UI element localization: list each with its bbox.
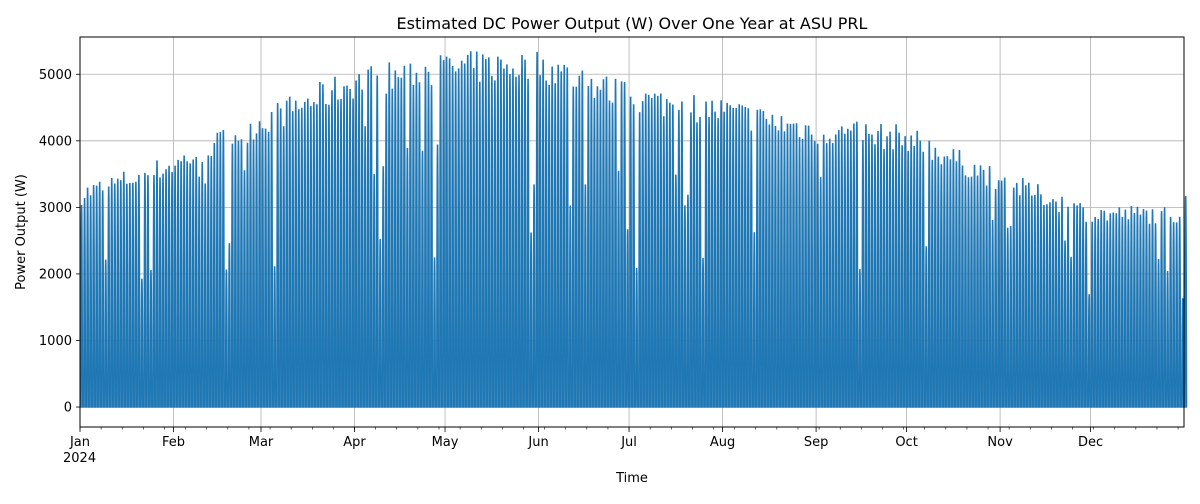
y-tick-label: 4000 — [39, 134, 72, 149]
x-tick-label: Apr — [343, 435, 366, 450]
x-axis-title: Time — [615, 471, 648, 486]
y-tick-label: 0 — [64, 401, 72, 416]
x-tick-label: Jul — [620, 435, 637, 450]
y-tick-label: 2000 — [39, 267, 72, 282]
x-tick-label: Oct — [895, 435, 917, 450]
data-series — [80, 51, 1188, 408]
y-tick-label: 3000 — [39, 201, 72, 216]
x-tick-label: May — [432, 435, 459, 450]
y-tick-label: 5000 — [39, 68, 72, 83]
y-axis-title: Power Output (W) — [14, 174, 29, 290]
y-tick-label: 1000 — [39, 334, 72, 349]
power-output-line — [80, 51, 1188, 408]
x-tick-label: Mar — [249, 435, 274, 450]
chart-title: Estimated DC Power Output (W) Over One Y… — [397, 14, 868, 33]
x-tick-label: Sep — [804, 435, 829, 450]
x-tick-label: Nov — [987, 435, 1013, 450]
x-tick-label: Feb — [162, 435, 185, 450]
plot-frame — [79, 36, 1185, 428]
axes: 0 1000 2000 3000 4000 5000 Jan Feb Mar Apr May Jun J… — [39, 36, 1185, 450]
x-tick-label: Dec — [1078, 435, 1103, 450]
x-tick-label: Aug — [710, 435, 735, 450]
x-tick-label: Jan — [69, 435, 90, 450]
x-year-label: 2024 — [63, 451, 96, 466]
x-tick-label: Jun — [527, 435, 548, 450]
